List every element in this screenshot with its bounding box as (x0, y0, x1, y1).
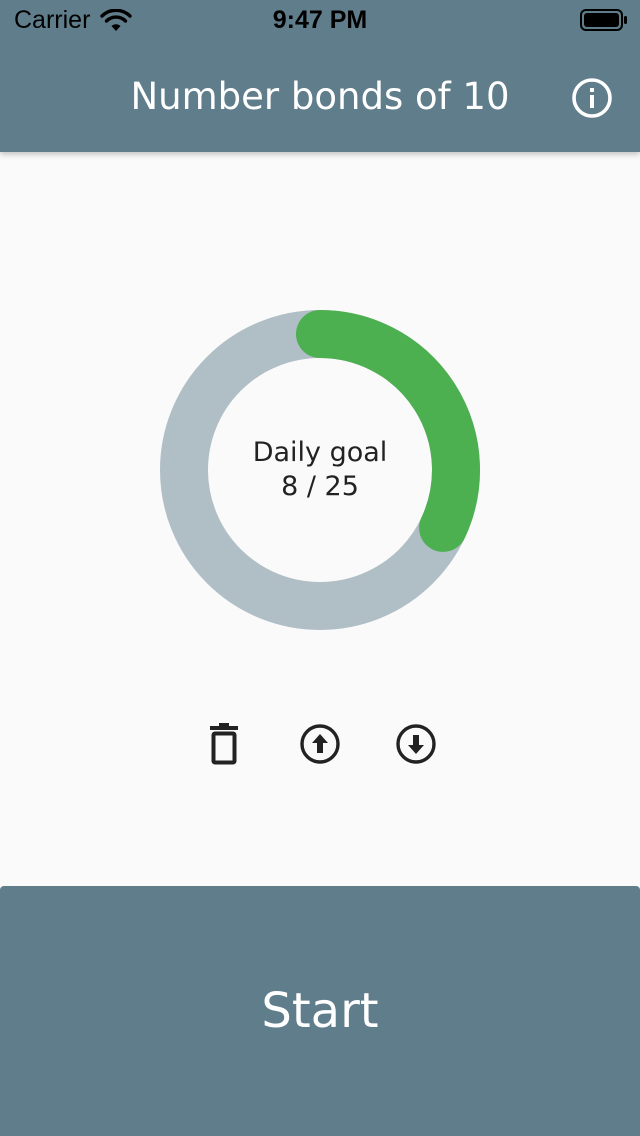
carrier-label: Carrier (14, 6, 91, 34)
info-button[interactable] (570, 76, 614, 120)
info-circle-icon (572, 78, 612, 118)
upload-button[interactable] (292, 716, 348, 772)
daily-goal-progress-ring: Daily goal 8 / 25 (160, 310, 480, 630)
start-button[interactable]: Start (0, 886, 640, 1136)
daily-goal-text: Daily goal 8 / 25 (160, 310, 480, 630)
download-button[interactable] (388, 716, 444, 772)
app-bar: Carrier 9:47 PM Number bonds of 10 (0, 0, 640, 152)
upload-circle-icon (300, 724, 340, 764)
wifi-icon (100, 9, 132, 31)
download-circle-icon (396, 724, 436, 764)
status-bar: Carrier 9:47 PM (0, 0, 640, 40)
progress-ring-svg (160, 310, 480, 630)
action-bar (0, 716, 640, 772)
delete-button[interactable] (196, 716, 252, 772)
battery-full-icon (580, 9, 627, 31)
page-title: Number bonds of 10 (130, 75, 510, 118)
ring-progress-arc (296, 310, 480, 552)
daily-goal-label: Daily goal (252, 437, 388, 468)
status-time: 9:47 PM (272, 6, 368, 34)
trash-icon (210, 723, 238, 765)
daily-goal-count: 8 / 25 (281, 471, 359, 502)
